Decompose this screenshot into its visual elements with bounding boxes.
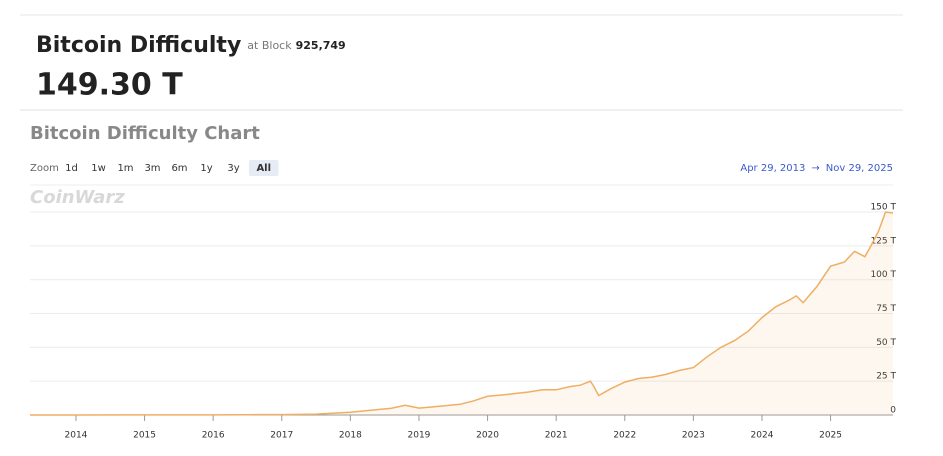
- y-tick-label: 150 T: [870, 203, 896, 213]
- zoom-button-label: 1y: [200, 163, 212, 174]
- y-tick-label: 50 T: [876, 338, 896, 348]
- zoom-button-label: 1m: [117, 163, 133, 174]
- line: [30, 211, 894, 416]
- watermark: CoinWarz: [30, 187, 125, 208]
- block-label: at Block: [247, 39, 292, 52]
- x-tick-label: 2014: [65, 431, 88, 441]
- zoom-label: Zoom: [30, 163, 59, 174]
- x-tick-label: 2025: [819, 431, 842, 441]
- y-tick-label: 75 T: [876, 304, 896, 314]
- chart-heading: Bitcoin Difficulty Chart: [30, 123, 260, 144]
- zoom-button-label: 3y: [227, 163, 239, 174]
- y-tick-label: 100 T: [870, 270, 896, 280]
- zoom-button[interactable]: 6m: [171, 163, 187, 174]
- x-tick-label: 2016: [202, 431, 225, 441]
- zoom-button[interactable]: 1y: [200, 163, 212, 174]
- area: [30, 212, 893, 415]
- y-tick-label: 25 T: [876, 372, 896, 382]
- zoom-button[interactable]: 1d: [65, 163, 78, 174]
- x-tick-label: 2018: [339, 431, 362, 441]
- zoom-button[interactable]: 3y: [227, 163, 239, 174]
- x-tick-label: 2017: [270, 431, 293, 441]
- y-tick-label: 0: [890, 406, 896, 416]
- zoom-button[interactable]: 3m: [144, 163, 160, 174]
- title: Bitcoin Difficulty at Block 925,749: [36, 33, 346, 58]
- zoom-button-label: All: [256, 163, 271, 174]
- zoom-button[interactable]: 1w: [91, 163, 106, 174]
- x-tick-label: 2024: [751, 431, 774, 441]
- x-tick-label: 2020: [476, 431, 499, 441]
- x-tick-label: 2022: [613, 431, 636, 441]
- title-text: Bitcoin Difficulty: [36, 33, 241, 58]
- block-number: 925,749: [296, 39, 346, 52]
- zoom-button-bg: [249, 160, 279, 176]
- date-range: Apr 29, 2013 → Nov 29, 2025: [740, 163, 893, 174]
- x-tick-label: 2019: [408, 431, 431, 441]
- zoom-button[interactable]: All: [249, 160, 279, 176]
- x-tick-label: 2015: [133, 431, 156, 441]
- range-from: Apr 29, 2013: [740, 163, 805, 174]
- zoom-button-label: 3m: [144, 163, 160, 174]
- y-tick-label: 125 T: [870, 236, 896, 246]
- x-tick-label: 2023: [682, 431, 705, 441]
- zoom-button-label: 6m: [171, 163, 187, 174]
- zoom-button-label: 1d: [65, 163, 78, 174]
- zoom-button[interactable]: 1m: [117, 163, 133, 174]
- x-tick-label: 2021: [545, 431, 568, 441]
- difficulty-value: 149.30 T: [36, 68, 183, 103]
- range-to: Nov 29, 2025: [826, 163, 893, 174]
- range-separator: →: [811, 163, 819, 174]
- zoom-button-label: 1w: [91, 163, 106, 174]
